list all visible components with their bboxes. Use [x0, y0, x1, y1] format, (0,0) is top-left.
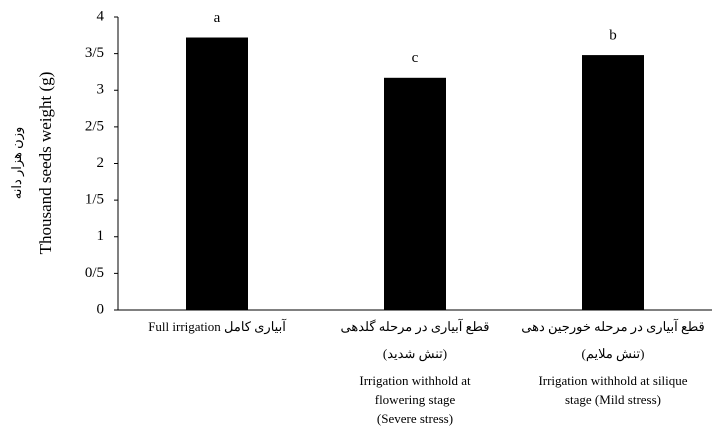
- x-tick-label: Irrigation withhold at silique: [538, 373, 687, 388]
- y-tick-label: 3/5: [85, 45, 104, 61]
- x-tick-label: قطع آبیاری در مرحله خورجین دهی: [521, 318, 705, 335]
- annotation: b: [609, 28, 617, 44]
- y-tick-label: 1/5: [85, 192, 104, 208]
- x-tick-label: قطع آبیاری در مرحله گلدهی: [341, 318, 490, 335]
- bar: [186, 37, 248, 310]
- x-tick-label: Full irrigation آبیاری کامل: [148, 318, 287, 335]
- bar: [582, 55, 644, 311]
- y-tick-label: 2: [97, 155, 105, 171]
- y-tick-label: 2/5: [85, 118, 104, 134]
- x-tick-label: Irrigation withhold at: [359, 373, 471, 388]
- x-tick-label: stage (Mild stress): [565, 392, 661, 407]
- annotation: a: [214, 10, 221, 26]
- y-axis-label-fa: وزن هزار دانه: [9, 127, 25, 200]
- bar: [384, 77, 446, 310]
- x-tick-label: (تنش ملایم): [581, 346, 644, 362]
- y-tick-label: 4: [97, 8, 105, 24]
- y-tick-label: 1: [97, 228, 105, 244]
- x-tick-label: (تنش شدید): [383, 346, 447, 362]
- y-tick-label: 0/5: [85, 265, 104, 281]
- x-tick-label: flowering stage: [375, 392, 456, 407]
- y-tick-label: 0: [97, 301, 105, 317]
- y-axis-label: Thousand seeds weight (g): [36, 72, 55, 255]
- y-tick-label: 3: [97, 82, 105, 98]
- x-tick-label: (Severe stress): [377, 411, 453, 426]
- annotation: c: [412, 50, 419, 66]
